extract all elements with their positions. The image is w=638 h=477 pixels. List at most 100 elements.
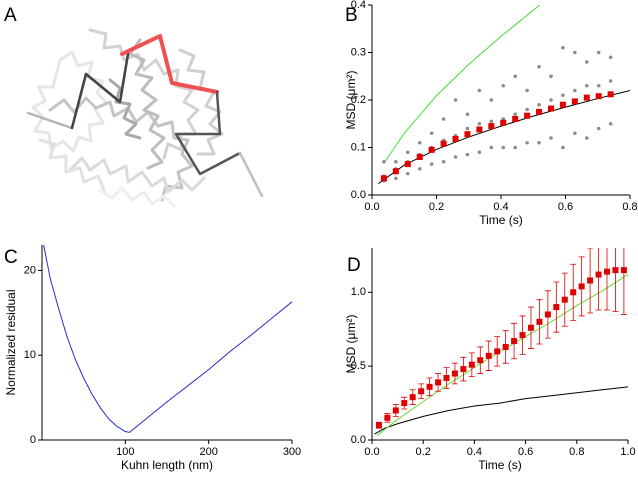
marker bbox=[375, 422, 382, 429]
x-tick-label: 0.0 bbox=[364, 201, 379, 213]
data-point bbox=[573, 50, 577, 55]
marker bbox=[460, 366, 467, 373]
marker bbox=[536, 108, 543, 115]
data-point bbox=[573, 88, 577, 93]
x-tick-label: 0.8 bbox=[622, 201, 637, 213]
data-point bbox=[382, 159, 386, 164]
data-point bbox=[537, 64, 541, 69]
marker bbox=[485, 352, 492, 359]
marker bbox=[544, 311, 551, 318]
data-point bbox=[537, 140, 541, 145]
plot-area bbox=[43, 244, 293, 433]
marker bbox=[559, 101, 566, 108]
y-tick-label: 10 bbox=[24, 349, 36, 361]
marker bbox=[451, 370, 458, 377]
data-point bbox=[394, 159, 398, 164]
marker bbox=[607, 91, 614, 98]
data-point bbox=[513, 74, 517, 79]
data-point bbox=[453, 155, 458, 159]
data-point bbox=[525, 88, 529, 93]
data-point bbox=[501, 145, 506, 150]
data-point bbox=[417, 167, 422, 171]
data-point bbox=[549, 98, 553, 102]
x-axis-label: Time (s) bbox=[478, 458, 522, 472]
marker bbox=[578, 283, 585, 290]
data-point bbox=[561, 45, 565, 50]
marker bbox=[435, 379, 442, 386]
marker bbox=[426, 383, 433, 390]
marker bbox=[553, 304, 560, 311]
y-axis-label: MSD (μm²) bbox=[344, 71, 358, 130]
curve bbox=[384, 5, 541, 163]
marker bbox=[511, 338, 518, 345]
data-point bbox=[561, 145, 565, 150]
x-tick-label: 300 bbox=[283, 446, 301, 458]
data-point bbox=[561, 93, 565, 98]
marker bbox=[500, 119, 507, 126]
data-point bbox=[573, 131, 577, 136]
marker bbox=[443, 374, 450, 381]
panel-label: C bbox=[4, 247, 18, 268]
marker bbox=[620, 267, 627, 274]
data-point bbox=[596, 50, 601, 55]
data-point bbox=[549, 74, 553, 79]
data-point bbox=[596, 83, 601, 88]
x-tick-label: 0.8 bbox=[569, 446, 584, 458]
x-tick-label: 0.4 bbox=[467, 446, 482, 458]
marker bbox=[468, 361, 475, 368]
y-axis-label: MSD (μm²) bbox=[344, 315, 358, 374]
x-axis-label: Time (s) bbox=[479, 213, 523, 227]
panel-label: D bbox=[347, 255, 361, 276]
y-tick-label: 0.0 bbox=[351, 189, 366, 201]
data-point bbox=[489, 145, 494, 150]
marker bbox=[512, 116, 519, 122]
curve bbox=[378, 90, 631, 185]
x-tick-label: 1.0 bbox=[620, 446, 635, 458]
y-tick-label: 0.1 bbox=[351, 141, 366, 153]
data-point bbox=[405, 171, 410, 176]
data-point bbox=[477, 88, 482, 93]
x-tick-label: 100 bbox=[116, 446, 134, 458]
marker bbox=[561, 296, 568, 303]
data-point bbox=[477, 150, 482, 155]
marker bbox=[477, 357, 484, 364]
data-point bbox=[465, 126, 470, 131]
data-point bbox=[477, 121, 482, 126]
x-tick-label: 0.2 bbox=[429, 201, 444, 213]
data-point bbox=[525, 107, 529, 112]
marker bbox=[583, 94, 590, 101]
marker bbox=[519, 332, 526, 339]
marker bbox=[595, 271, 602, 278]
data-point bbox=[489, 119, 494, 124]
data-point bbox=[501, 83, 506, 88]
marker bbox=[440, 140, 447, 147]
y-tick-label: 1.0 bbox=[351, 286, 366, 298]
y-tick-label: 0.4 bbox=[351, 0, 366, 11]
marker bbox=[571, 98, 578, 105]
marker bbox=[464, 131, 471, 138]
marker bbox=[418, 388, 425, 395]
marker bbox=[476, 126, 483, 133]
data-point bbox=[549, 136, 553, 140]
x-tick-label: 0.6 bbox=[518, 446, 533, 458]
marker bbox=[380, 175, 387, 182]
marker bbox=[384, 414, 391, 421]
marker bbox=[527, 324, 534, 331]
data-point bbox=[584, 83, 589, 88]
y-tick-label: 0 bbox=[30, 434, 36, 446]
marker bbox=[570, 289, 577, 296]
y-tick-label: 0.2 bbox=[351, 94, 366, 106]
marker bbox=[488, 123, 495, 130]
data-point bbox=[537, 102, 541, 107]
data-point bbox=[596, 126, 601, 131]
x-tick-label: 0.0 bbox=[364, 446, 379, 458]
marker bbox=[587, 277, 594, 284]
marker bbox=[392, 407, 399, 414]
data-point bbox=[429, 131, 434, 136]
polymer-illustration bbox=[26, 28, 264, 208]
data-point bbox=[513, 112, 517, 117]
data-point bbox=[608, 79, 613, 83]
y-tick-label: 0.5 bbox=[351, 360, 366, 372]
data-point bbox=[608, 121, 613, 126]
